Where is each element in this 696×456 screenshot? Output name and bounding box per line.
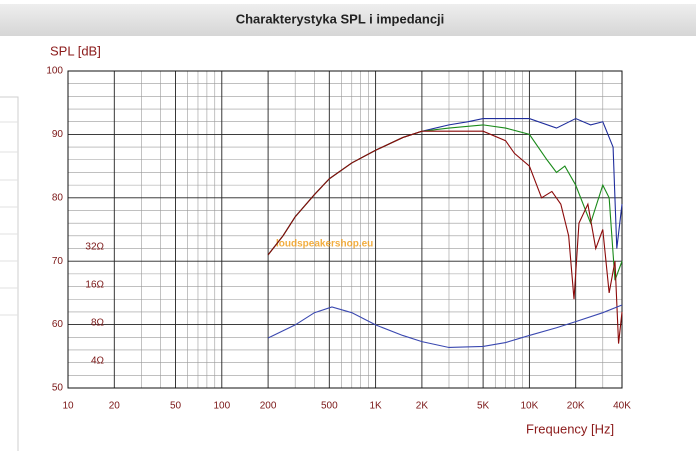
y2-tick-label: 8Ω (91, 318, 105, 329)
plot: 50 60 70 80 90 100 10 20 50 100 200 500 1K 2K 5K 10K 20K… (46, 66, 631, 412)
data-line (267, 304, 623, 349)
y-axis-label: SPL [dB] (50, 43, 101, 58)
x-tick-label: 5K (477, 401, 490, 412)
x-tick-label: 40K (613, 401, 631, 412)
y2-tick-label: 32Ω (85, 242, 104, 253)
x-tick-label: 20K (567, 401, 585, 412)
x-tick-label: 10K (521, 401, 539, 412)
y-tick-label: 100 (46, 66, 63, 77)
x-tick-label: 2K (416, 401, 429, 412)
y-tick-label: 80 (52, 192, 64, 203)
x-tick-label: 200 (260, 401, 277, 412)
x-tick-label: 50 (170, 401, 182, 412)
x-tick-label: 500 (321, 401, 338, 412)
side-panel (0, 96, 19, 456)
x-tick-label: 20 (109, 401, 121, 412)
header-bar (0, 4, 696, 36)
x-tick-label: 1K (369, 401, 382, 412)
y2-tick-label: 16Ω (85, 280, 104, 291)
y-tick-label: 60 (52, 319, 64, 330)
x-tick-label: 10 (62, 401, 74, 412)
y-tick-label: 90 (52, 129, 64, 140)
data-line (267, 130, 623, 344)
y-tick-label: 70 (52, 256, 64, 267)
x-axis-label: Frequency [Hz] (526, 421, 614, 436)
plot-frame (67, 70, 623, 389)
y-tick-label: 50 (52, 383, 64, 394)
watermark: loudspeakershop.eu (276, 239, 373, 250)
x-tick-label: 100 (213, 401, 230, 412)
header-title: Charakterystyka SPL i impedancji (236, 11, 445, 26)
data-line (267, 124, 623, 281)
y2-tick-label: 4Ω (91, 356, 105, 367)
